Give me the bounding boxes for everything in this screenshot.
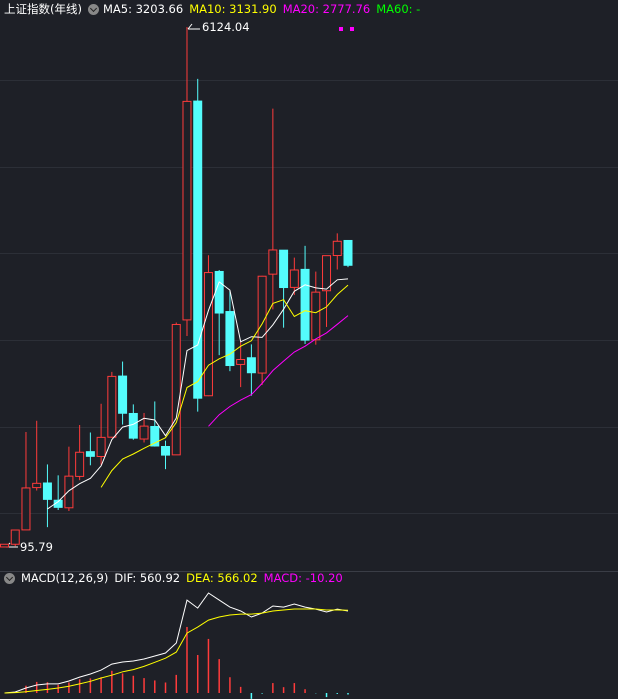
legend-item: DEA: 566.02 <box>186 571 258 585</box>
legend-item: MA5: 3203.66 <box>102 2 184 16</box>
candle-body <box>214 270 224 314</box>
candle-body <box>118 375 128 414</box>
candle-body <box>85 451 95 457</box>
macd-line <box>4 592 349 694</box>
candle-body <box>193 100 203 399</box>
ma-line <box>208 315 349 427</box>
grid <box>0 80 618 514</box>
macd-header: MACD(12,26,9) DIF: 560.92 DEA: 566.02 MA… <box>4 571 343 585</box>
candle-body <box>236 359 246 365</box>
candle-body <box>107 375 117 438</box>
candle-body <box>75 451 85 477</box>
legend-item: MACD: -10.20 <box>263 571 343 585</box>
candle-body <box>64 475 74 509</box>
ma-line <box>100 284 349 488</box>
marker <box>339 27 343 31</box>
candle-body <box>128 412 138 439</box>
legend-item: DIF: 560.92 <box>114 571 181 585</box>
candle-body <box>96 436 106 457</box>
candle-body <box>246 357 256 374</box>
main-header: 上证指数(年线) MA5: 3203.66 MA10: 3131.90 MA20… <box>4 1 420 17</box>
annotation: 6124.04 <box>202 20 250 34</box>
candle-body <box>0 543 9 548</box>
candle-body <box>10 529 20 545</box>
marker <box>350 27 354 31</box>
candle-body <box>203 272 213 397</box>
macd-line <box>4 608 349 694</box>
ma-line <box>47 278 349 510</box>
candle-body <box>268 249 278 275</box>
candle-body <box>225 311 235 367</box>
candle-body <box>42 482 52 500</box>
candle-body <box>311 291 321 341</box>
dropdown[interactable] <box>4 572 15 584</box>
candle-body <box>289 269 299 288</box>
dropdown[interactable] <box>87 3 99 15</box>
candle-body <box>139 425 149 440</box>
candle-body <box>21 487 31 531</box>
legend-item: MA20: 2777.76 <box>282 2 371 16</box>
candle-body <box>279 249 289 289</box>
annotation: 95.79 <box>20 540 53 554</box>
chart-title: MACD(12,26,9) <box>21 571 109 585</box>
legend-item: MA10: 3131.90 <box>189 2 277 16</box>
candle-body <box>150 425 160 447</box>
candle-body <box>161 445 171 456</box>
candle-body <box>300 268 310 341</box>
annotation-arrow <box>187 23 200 30</box>
candle-body <box>322 255 332 292</box>
chart-title: 上证指数(年线) <box>4 2 82 16</box>
candle-body <box>343 239 353 266</box>
legend-item: MA60: - <box>376 2 421 16</box>
candle-body <box>32 482 42 489</box>
candle-body <box>332 240 342 257</box>
candle-body <box>171 323 181 456</box>
candle-body <box>182 100 192 321</box>
